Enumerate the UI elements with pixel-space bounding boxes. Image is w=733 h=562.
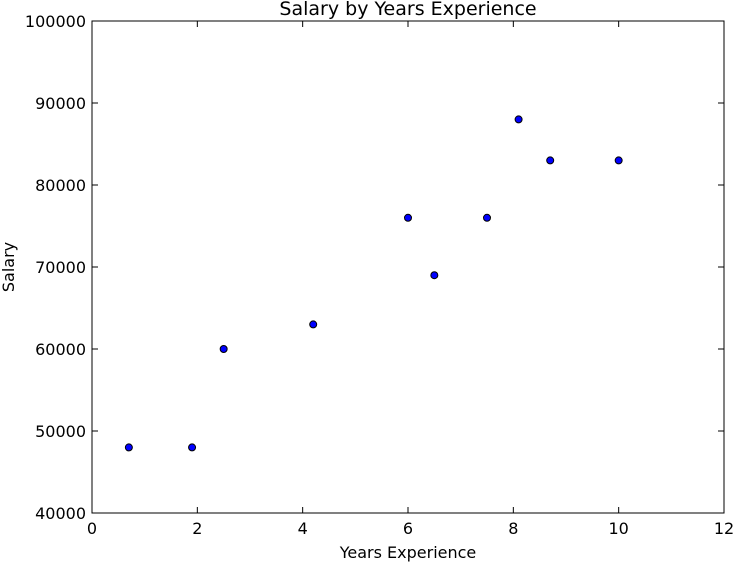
- scatter-point: [309, 320, 318, 329]
- y-axis-title: Salary: [0, 242, 18, 292]
- scatter-point: [404, 213, 412, 222]
- scatter-point: [514, 115, 523, 124]
- y-tick-label: 90000: [35, 94, 86, 113]
- scatter-point: [124, 443, 133, 452]
- y-tick-label: 100000: [25, 12, 86, 31]
- x-tick-label: 4: [298, 519, 308, 538]
- y-axis: 40000 50000 60000 70000 80000 90000 100000: [25, 12, 724, 523]
- scatter-point: [219, 345, 228, 353]
- scatter-point: [188, 443, 197, 452]
- x-tick-label: 6: [403, 519, 413, 538]
- y-tick-label: 70000: [35, 258, 86, 277]
- x-axis-title: Years Experience: [339, 543, 477, 562]
- plot-area-frame: [91, 20, 725, 514]
- chart-title: Salary by Years Experience: [279, 0, 536, 20]
- x-tick-label: 2: [192, 519, 202, 538]
- x-axis: 0 2 4 6 8 10 12: [87, 21, 733, 538]
- y-tick-label: 80000: [35, 176, 86, 195]
- x-tick-label: 8: [508, 519, 518, 538]
- x-tick-label: 12: [714, 519, 733, 538]
- scatter-point: [483, 213, 491, 222]
- scatter-point: [430, 271, 439, 280]
- x-tick-label: 0: [87, 519, 97, 538]
- y-tick-label: 40000: [35, 504, 86, 523]
- data-points: [124, 115, 623, 452]
- y-tick-label: 50000: [35, 422, 86, 441]
- x-tick-label: 10: [608, 519, 628, 538]
- scatter-point: [546, 156, 555, 165]
- scatter-point: [614, 156, 623, 165]
- y-tick-label: 60000: [35, 340, 86, 359]
